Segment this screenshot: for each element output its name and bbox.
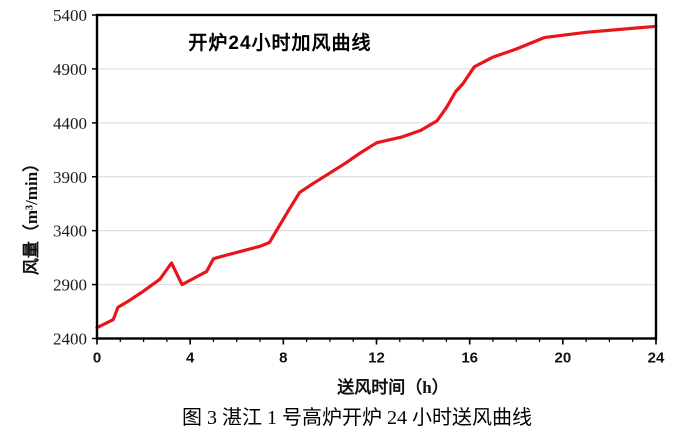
chart-title: 开炉24小时加风曲线 <box>188 33 372 54</box>
figure-caption: 图 3 湛江 1 号高炉开炉 24 小时送风曲线 <box>182 407 532 429</box>
y-axis-title: 风量（m³/min） <box>22 154 41 276</box>
svg-text:20: 20 <box>554 350 571 367</box>
svg-text:4900: 4900 <box>53 60 87 79</box>
svg-text:0: 0 <box>93 350 101 367</box>
svg-text:3400: 3400 <box>53 222 87 241</box>
svg-text:2900: 2900 <box>53 276 87 295</box>
svg-text:4: 4 <box>186 350 195 367</box>
svg-text:2400: 2400 <box>53 330 87 349</box>
svg-text:16: 16 <box>461 350 478 367</box>
svg-text:8: 8 <box>279 350 287 367</box>
svg-text:24: 24 <box>648 350 665 367</box>
svg-text:5400: 5400 <box>53 6 87 25</box>
svg-text:12: 12 <box>368 350 385 367</box>
svg-text:4400: 4400 <box>53 114 87 133</box>
svg-text:3900: 3900 <box>53 168 87 187</box>
x-axis-title: 送风时间（h） <box>337 378 449 397</box>
